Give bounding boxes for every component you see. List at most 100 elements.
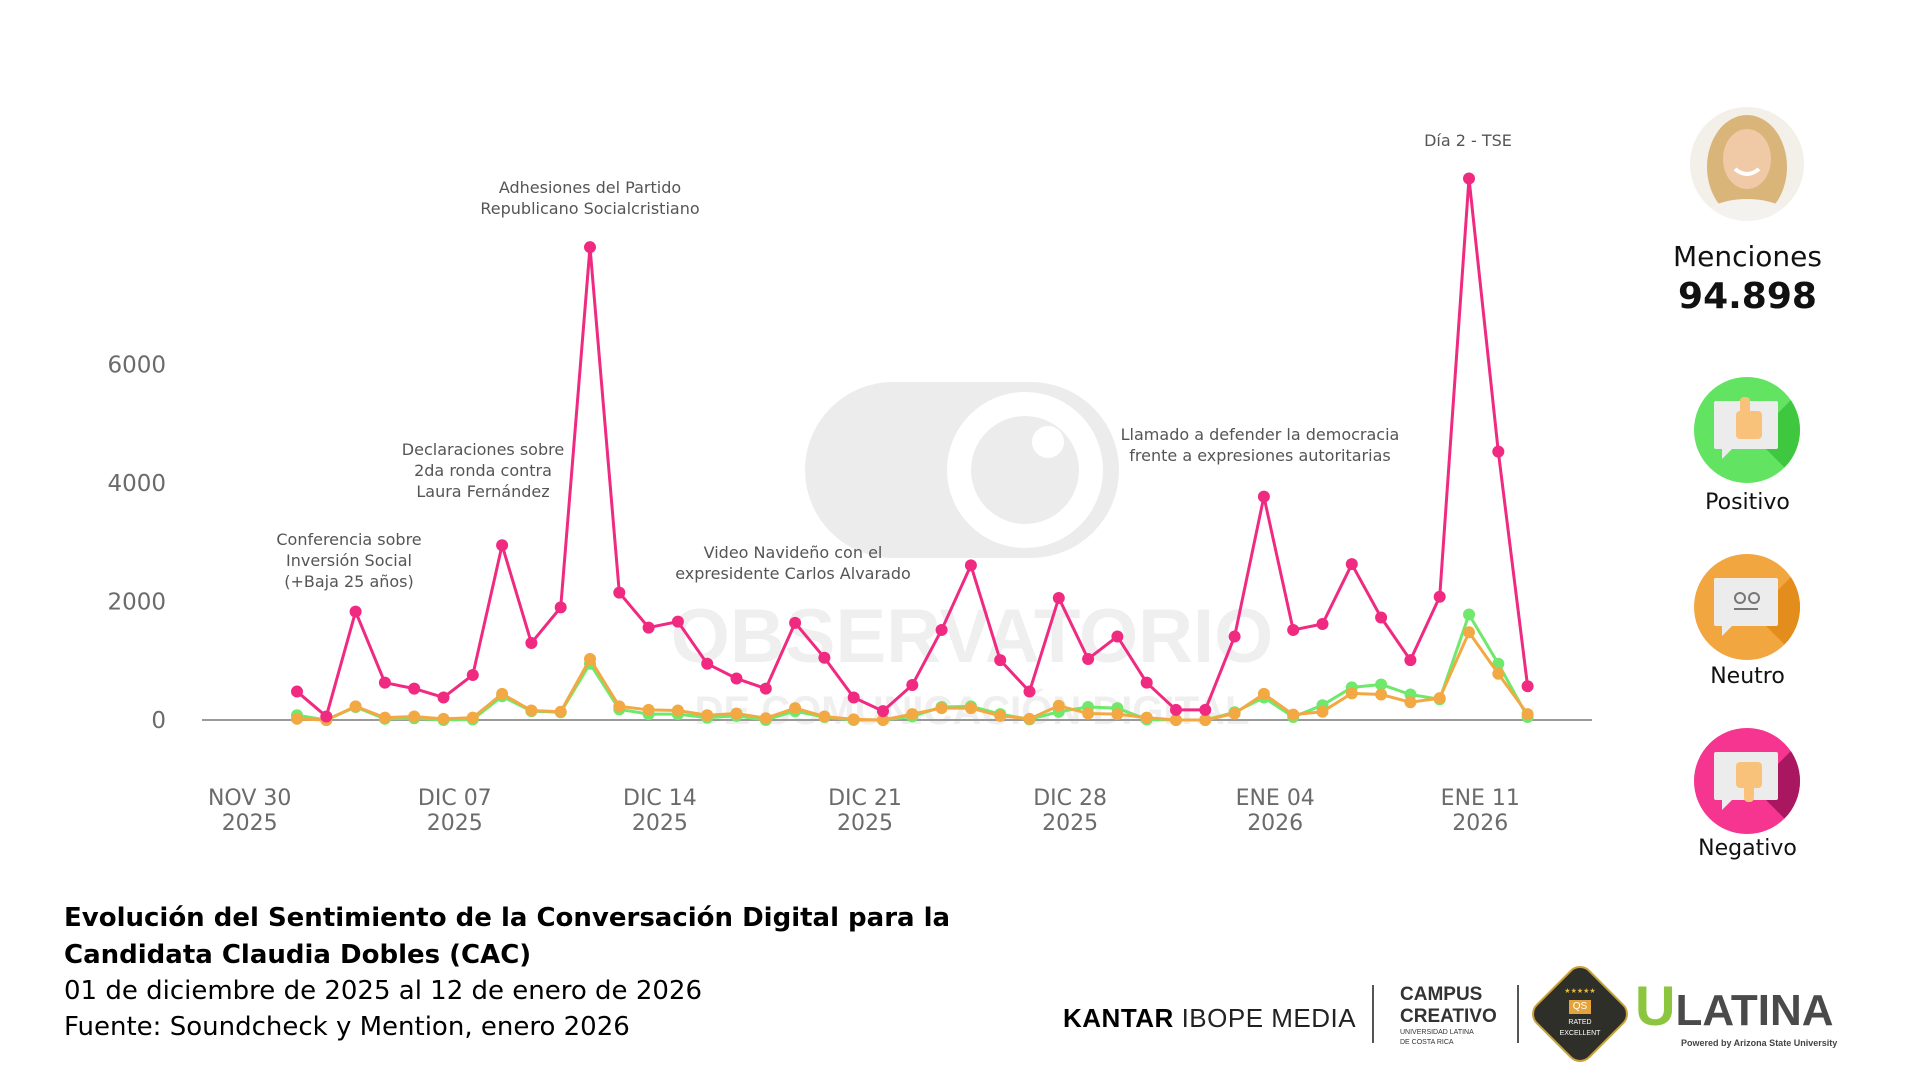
x-tick-year: 2025 [632, 811, 688, 836]
data-point [584, 241, 596, 254]
chart-subtitle: 01 de diciembre de 2025 al 12 de enero d… [64, 973, 702, 1045]
data-point [291, 685, 303, 698]
x-tick-year: 2025 [837, 811, 893, 836]
annotation-text: Republicano Socialcristiano [480, 199, 699, 218]
data-point [789, 616, 802, 629]
annotation-text: Laura Fernández [416, 482, 549, 501]
ulatina-text: LATINA [1675, 986, 1834, 1035]
x-tick-year: 2026 [1247, 811, 1303, 836]
annotation-text: Inversión Social [286, 551, 412, 570]
data-point [1228, 630, 1241, 643]
x-tick-label: DIC 21 [828, 786, 902, 811]
data-point [671, 615, 684, 628]
watermark-text-1: OBSERVATORIO [671, 594, 1273, 679]
candidate-avatar [1690, 107, 1804, 221]
annotation-text: Video Navideño con el [704, 543, 883, 562]
data-point [1287, 623, 1300, 636]
data-point [1082, 652, 1095, 665]
data-point [1287, 708, 1300, 721]
watermark-eye-glint [1032, 426, 1064, 458]
candidate-photo [1697, 115, 1797, 221]
data-point [847, 691, 860, 704]
campus-sub-1: UNIVERSIDAD LATINA [1400, 1029, 1474, 1036]
chart-title: Evolución del Sentimiento de la Conversa… [64, 900, 950, 974]
data-point [1140, 711, 1153, 724]
neutral-label: Neutro [1710, 664, 1785, 689]
data-point [525, 636, 538, 649]
data-point [1375, 688, 1388, 701]
data-point [437, 712, 450, 725]
x-tick-year: 2025 [1042, 811, 1098, 836]
data-point [1140, 676, 1153, 689]
data-point [496, 539, 509, 552]
campus-sub-2: DE COSTA RICA [1400, 1039, 1454, 1046]
data-point [1345, 687, 1358, 700]
neutral-icon [1694, 554, 1800, 660]
data-point [935, 623, 948, 636]
data-point [877, 714, 889, 726]
data-point [818, 710, 831, 723]
data-point [1433, 692, 1446, 705]
x-tick-year: 2025 [222, 811, 278, 836]
data-point [378, 676, 391, 689]
data-point [408, 682, 421, 695]
data-point [1404, 654, 1417, 667]
annotation-text: expresidente Carlos Alvarado [675, 564, 911, 583]
annotation-text: Día 2 - TSE [1424, 131, 1512, 150]
qs-stars: ★★★★★ [1564, 988, 1596, 995]
data-point [1052, 591, 1065, 604]
x-tick-label: ENE 11 [1441, 786, 1520, 811]
data-point [613, 586, 626, 599]
y-tick-label: 6000 [107, 353, 166, 379]
y-tick-label: 0 [151, 708, 166, 734]
data-point [408, 710, 421, 723]
kantar-logo-bold: KANTAR [1063, 1003, 1174, 1033]
data-point [1257, 687, 1270, 700]
x-tick-label: DIC 07 [418, 786, 492, 811]
data-point [554, 705, 567, 718]
data-point [935, 702, 948, 715]
data-point [759, 712, 772, 725]
data-point [1492, 657, 1505, 670]
data-point [1111, 630, 1124, 643]
data-point [1111, 708, 1124, 721]
annotation-text: Conferencia sobre [276, 530, 421, 549]
data-point [847, 713, 860, 726]
data-point [320, 710, 333, 723]
watermark-eye [971, 416, 1079, 524]
data-point [1463, 626, 1475, 639]
x-tick-label: DIC 28 [1033, 786, 1107, 811]
ulatina-logo: ULATINA Powered by Arizona State Univers… [1635, 978, 1838, 1058]
data-point [1463, 172, 1475, 185]
qs-mark: QS [1568, 1000, 1592, 1014]
data-point [1375, 678, 1388, 691]
data-point [1521, 708, 1534, 721]
data-point [466, 711, 479, 724]
x-tick-year: 2026 [1452, 811, 1508, 836]
annotation-text: Llamado a defender la democracia [1121, 425, 1400, 444]
data-point [818, 651, 831, 664]
data-point [1404, 696, 1417, 709]
data-point [964, 559, 977, 572]
data-point [1375, 611, 1388, 624]
data-point [1316, 618, 1329, 631]
mentions-label: Menciones [1673, 240, 1822, 273]
data-point [613, 700, 626, 713]
data-point [1492, 445, 1505, 458]
data-point [1463, 608, 1475, 621]
campus-creativo-logo: CAMPUS CREATIVO UNIVERSIDAD LATINA DE CO… [1400, 984, 1497, 1048]
data-point [1023, 685, 1036, 698]
campus-line-1: CAMPUS [1400, 984, 1483, 1005]
data-point [906, 679, 919, 692]
data-point [671, 704, 684, 717]
data-point [349, 700, 362, 713]
logo-divider [1372, 985, 1374, 1043]
data-point [642, 621, 655, 634]
mentions-value: 94.898 [1678, 276, 1817, 317]
data-point [964, 702, 977, 715]
data-point [291, 712, 303, 725]
chart-title-line-1: Evolución del Sentimiento de la Conversa… [64, 903, 951, 933]
annotation-text: 2da ronda contra [414, 461, 552, 480]
ulatina-powered: Powered by Arizona State University [1681, 1038, 1838, 1048]
